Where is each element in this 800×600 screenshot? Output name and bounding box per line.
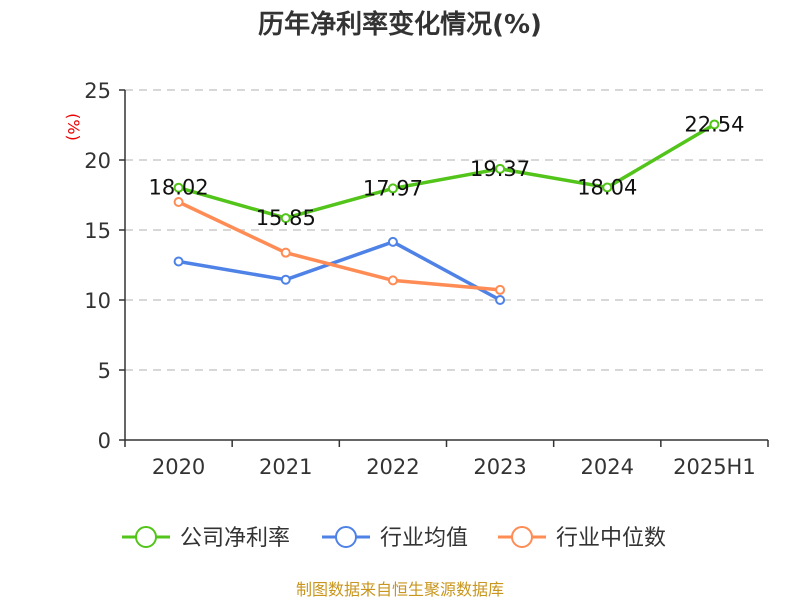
legend-label: 行业中位数 xyxy=(556,526,666,551)
data-point xyxy=(173,182,184,193)
data-point xyxy=(387,183,398,194)
data-label: 15.85 xyxy=(256,206,316,230)
data-label: 18.02 xyxy=(149,176,209,200)
legend-label: 公司净利率 xyxy=(180,526,290,551)
data-point xyxy=(495,295,506,305)
legend-marker xyxy=(135,526,157,548)
data-point xyxy=(173,197,184,207)
legend-label: 行业均值 xyxy=(380,526,468,551)
data-point xyxy=(387,236,398,247)
legend-marker xyxy=(511,526,533,548)
y-tick-label: 0 xyxy=(98,429,111,453)
data-label: 18.04 xyxy=(577,175,637,199)
source-note: 制图数据来自恒生聚源数据库 xyxy=(296,580,504,599)
y-tick-label: 20 xyxy=(84,149,111,173)
series-line xyxy=(178,122,716,220)
series-line xyxy=(177,200,501,292)
data-label: 19.37 xyxy=(470,157,530,181)
data-label: 22.54 xyxy=(684,112,744,136)
data-point xyxy=(495,163,506,174)
x-tick-label: 2025H1 xyxy=(673,455,756,479)
data-point xyxy=(709,119,720,130)
x-tick-label: 2022 xyxy=(366,455,419,479)
x-tick-label: 2021 xyxy=(259,455,312,479)
data-point xyxy=(602,182,613,193)
data-point xyxy=(495,284,506,295)
data-point xyxy=(280,247,291,258)
legend-marker xyxy=(335,526,357,548)
x-tick-label: 2024 xyxy=(581,455,634,479)
y-tick-label: 5 xyxy=(98,359,111,383)
data-point xyxy=(280,274,291,285)
y-axis-label: (%) xyxy=(64,113,83,141)
x-tick-label: 2023 xyxy=(473,455,526,479)
y-tick-label: 15 xyxy=(84,219,111,243)
y-tick-label: 25 xyxy=(84,79,111,103)
y-tick-label: 10 xyxy=(84,289,111,313)
data-point xyxy=(387,275,398,286)
chart-title: 历年净利率变化情况(%) xyxy=(258,9,542,40)
data-label: 17.97 xyxy=(363,176,423,200)
data-point xyxy=(280,213,291,224)
series-line xyxy=(178,239,501,302)
data-point xyxy=(173,256,184,267)
x-tick-label: 2020 xyxy=(152,455,205,479)
